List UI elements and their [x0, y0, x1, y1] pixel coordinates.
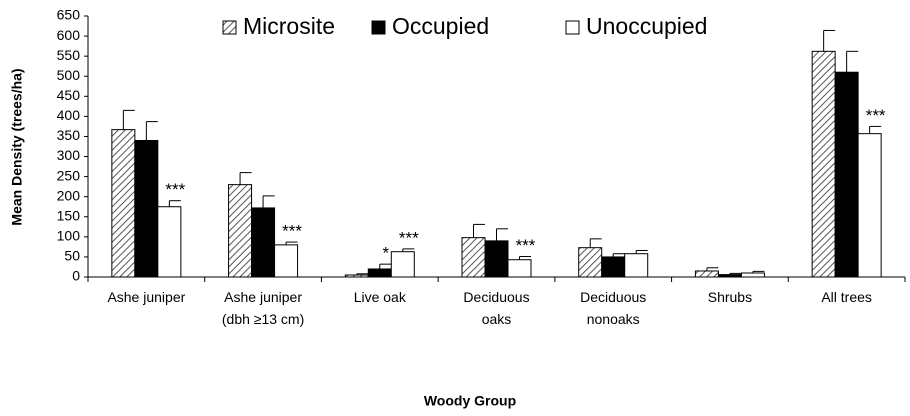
bar: [344, 274, 369, 278]
y-tick-label: 300: [57, 147, 81, 163]
y-tick-label: 650: [57, 7, 81, 23]
significance-label: ***: [866, 106, 886, 125]
y-axis-label: Mean Density (trees/ha): [9, 68, 25, 225]
error-bar: [402, 248, 415, 252]
bar: [578, 247, 603, 278]
error-bar: [168, 200, 181, 207]
significance-label: ***: [165, 180, 185, 199]
y-tick-label: 150: [57, 207, 81, 223]
x-tick-label-line: All trees: [821, 289, 872, 305]
error-bar: [122, 109, 135, 130]
legend-label: Occupied: [392, 13, 489, 39]
x-axis-label: Woody Group: [424, 393, 516, 409]
bar: [624, 253, 649, 278]
significance-label: ***: [282, 222, 302, 241]
x-tick-label: Ashe juniper (dbh ≥13 cm): [222, 289, 304, 327]
bar: [484, 240, 509, 278]
y-tick-label: 50: [64, 248, 80, 264]
x-tick-label: Ashe juniper: [107, 289, 185, 305]
bar: [601, 256, 626, 278]
legend-swatch: [565, 20, 580, 35]
x-tick-label: Shrubs: [708, 289, 752, 305]
x-tick-label-line: nonoaks: [587, 311, 640, 327]
bar: [228, 184, 253, 278]
error-bar: [823, 29, 836, 52]
x-tick-label-line: (dbh ≥13 cm): [222, 311, 304, 327]
x-tick-label-line: Ashe juniper: [224, 289, 302, 305]
x-tick-label: Deciduous oaks: [463, 289, 529, 327]
y-tick-label: 350: [57, 127, 81, 143]
bar: [740, 272, 765, 278]
bar: [717, 274, 742, 278]
significance-label: ***: [399, 228, 419, 247]
error-bar: [262, 195, 275, 208]
error-bar: [635, 249, 648, 254]
y-tick-label: 600: [57, 27, 81, 43]
y-tick-label: 400: [57, 107, 81, 123]
bar: [157, 206, 182, 278]
error-bar: [519, 256, 531, 260]
legend-label: Microsite: [243, 13, 335, 39]
error-bar: [729, 272, 742, 275]
bar: [461, 237, 486, 278]
legend-label: Unoccupied: [586, 13, 707, 39]
x-tick-label-line: Shrubs: [708, 289, 752, 305]
y-tick-label: 100: [57, 228, 81, 244]
y-tick-label: 500: [57, 67, 81, 83]
bar: [857, 133, 882, 278]
x-tick-label-line: Live oak: [354, 289, 407, 305]
bar: [367, 268, 392, 278]
bar: [834, 71, 859, 278]
legend-swatch: [371, 20, 386, 35]
bar: [134, 139, 159, 278]
x-tick-label-line: Deciduous: [463, 289, 529, 305]
x-tick-label-line: Ashe juniper: [107, 289, 185, 305]
y-tick-label: 0: [72, 268, 80, 284]
y-tick-label: 550: [57, 47, 81, 63]
error-bar: [589, 238, 602, 248]
error-bar: [869, 125, 882, 134]
error-bar: [145, 121, 158, 141]
x-tick-label-line: Deciduous: [580, 289, 646, 305]
error-bar: [473, 223, 485, 238]
bar: [251, 207, 276, 278]
bar: [507, 259, 532, 278]
error-bar: [612, 253, 625, 257]
error-bar: [496, 228, 508, 241]
error-bar: [239, 172, 252, 185]
error-bar: [379, 263, 392, 269]
error-bar: [846, 50, 859, 73]
error-bar: [356, 273, 369, 275]
x-tick-label: All trees: [821, 289, 872, 305]
bar: [811, 50, 836, 278]
error-bar: [285, 241, 298, 245]
bar: [390, 251, 415, 278]
bar: [694, 270, 719, 278]
error-bar: [752, 270, 765, 273]
error-bar: [706, 267, 719, 271]
x-tick-label: Live oak: [354, 289, 407, 305]
bar: [111, 129, 136, 278]
y-tick-label: 200: [57, 187, 81, 203]
significance-label: *: [382, 244, 389, 263]
x-tick-label: Deciduous nonoaks: [580, 289, 646, 327]
bar: [274, 244, 299, 278]
x-tick-label-line: oaks: [482, 311, 512, 327]
y-tick-label: 250: [57, 167, 81, 183]
significance-label: ***: [516, 236, 536, 255]
y-tick-label: 450: [57, 87, 81, 103]
legend-swatch: [222, 20, 237, 35]
